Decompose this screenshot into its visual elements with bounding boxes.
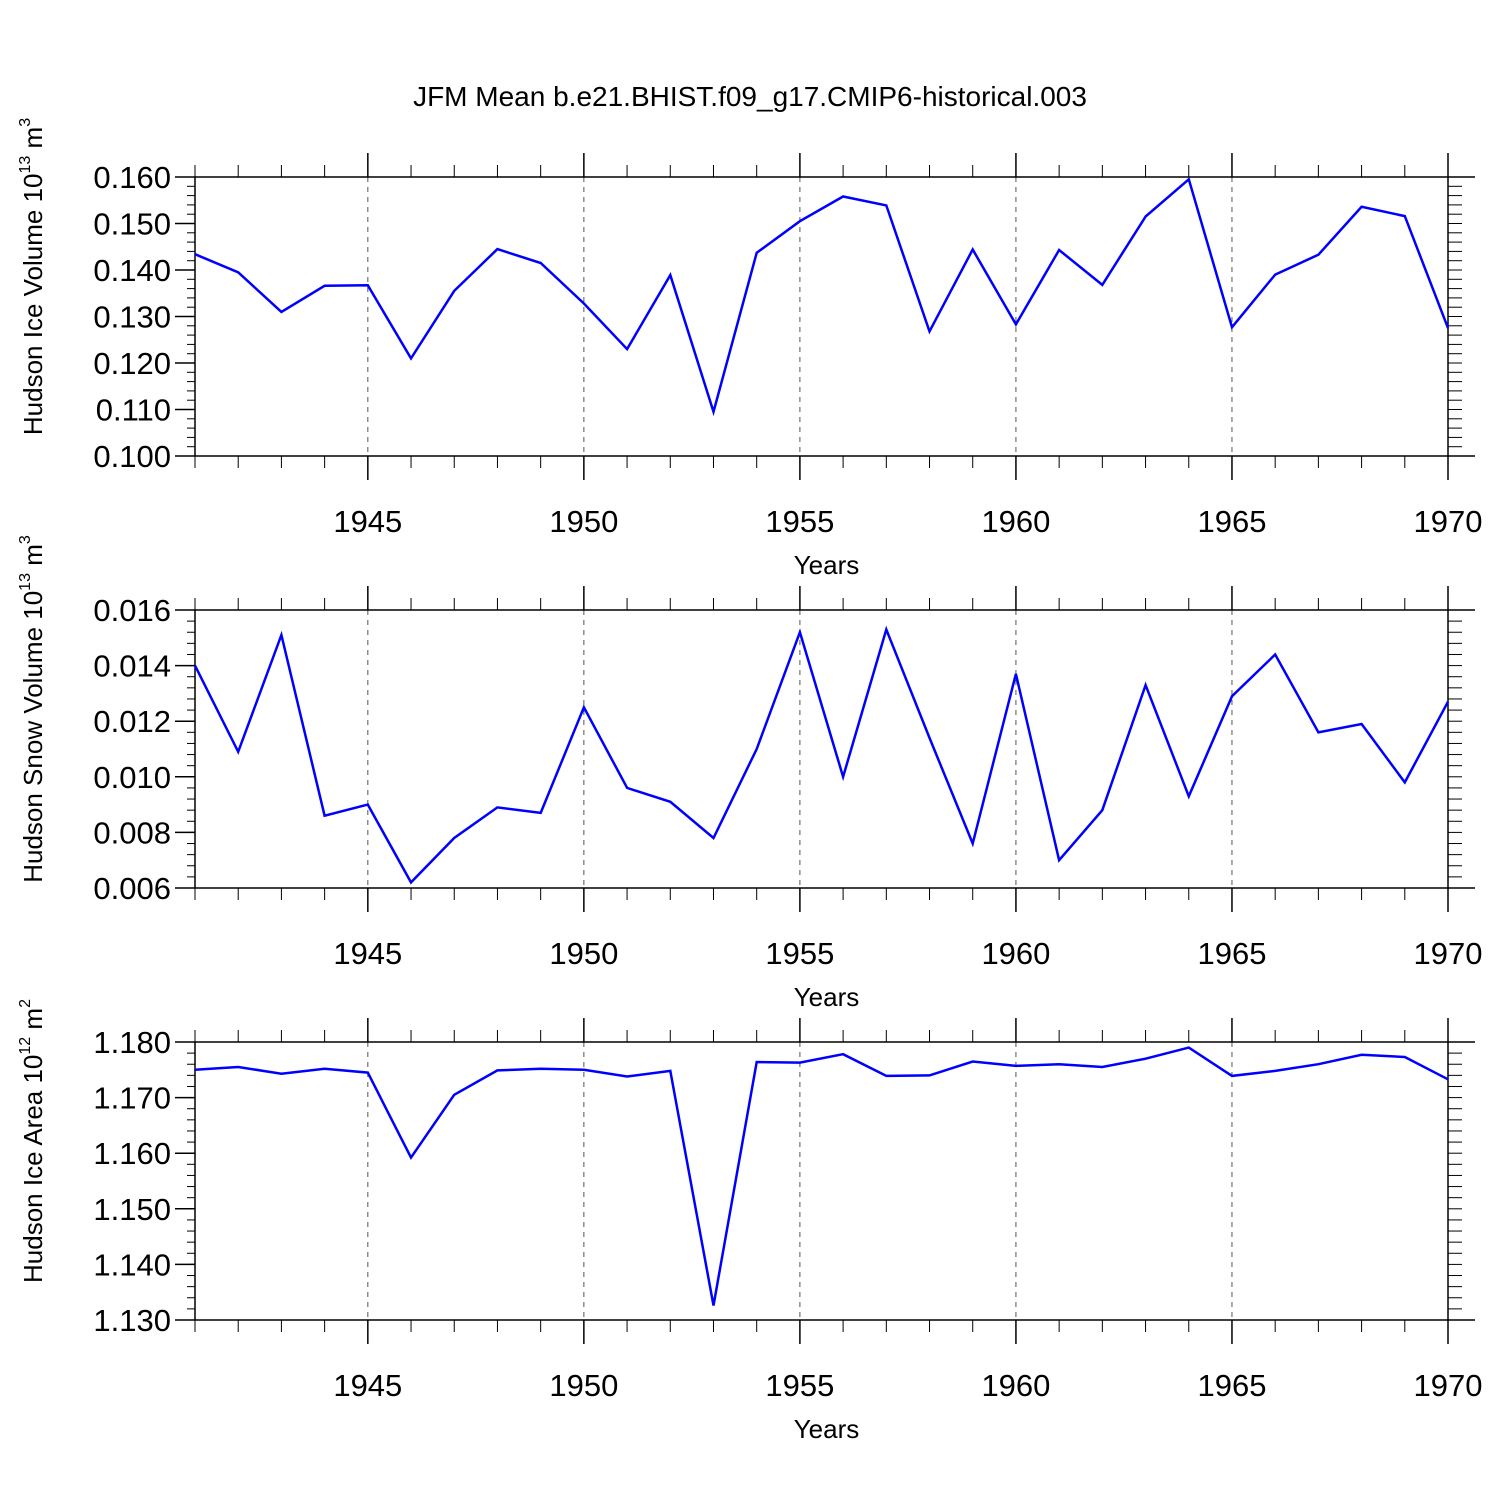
x-axis-label: Years — [794, 550, 860, 580]
y-tick-label: 1.150 — [93, 1192, 171, 1227]
y-tick-label: 0.014 — [93, 649, 171, 684]
panel-ice-volume: 0.100 0.110 0.120 0.130 0.140 0.150 0.160 1945 1… — [17, 118, 1482, 580]
panel-ice-area: 1.130 1.140 1.150 1.160 1.170 1.180 1945 1950 19… — [17, 999, 1482, 1444]
y-tick-label: 0.150 — [93, 207, 171, 242]
y-axis-label: Hudson Ice Area 1012 m2 — [17, 999, 48, 1283]
x-tick-label: 1950 — [549, 1368, 618, 1403]
y-tick-label: 0.012 — [93, 704, 171, 739]
y-tick-label: 0.016 — [93, 593, 171, 628]
x-tick-label: 1965 — [1197, 936, 1266, 971]
y-tick-label: 0.006 — [93, 871, 171, 906]
x-tick-label: 1970 — [1414, 1368, 1483, 1403]
y-tick-label: 1.180 — [93, 1025, 171, 1060]
y-tick-label: 1.160 — [93, 1136, 171, 1171]
x-tick-label: 1950 — [549, 504, 618, 539]
y-tick-label: 0.008 — [93, 815, 171, 850]
series-line-snow-volume — [193, 625, 1450, 885]
x-tick-label: 1945 — [333, 504, 402, 539]
x-tick-label: 1960 — [981, 936, 1050, 971]
panel-snow-volume: 0.006 0.008 0.010 0.012 0.014 0.016 1945 1950 19… — [17, 535, 1482, 1012]
y-axis-label: Hudson Snow Volume 1013 m3 — [17, 535, 48, 883]
x-tick-label: 1955 — [765, 936, 834, 971]
y-tick-label: 1.170 — [93, 1081, 171, 1116]
x-tick-label: 1960 — [981, 1368, 1050, 1403]
x-axis-label: Years — [794, 1414, 860, 1444]
y-tick-label: 0.160 — [93, 160, 171, 195]
x-tick-label: 1955 — [765, 1368, 834, 1403]
x-tick-label: 1965 — [1197, 504, 1266, 539]
y-tick-label: 0.100 — [93, 439, 171, 474]
y-tick-label: 0.140 — [93, 253, 171, 288]
x-tick-label: 1960 — [981, 504, 1050, 539]
figure-title: JFM Mean b.e21.BHIST.f09_g17.CMIP6-histo… — [413, 81, 1087, 112]
x-tick-label: 1955 — [765, 504, 834, 539]
x-tick-label: 1965 — [1197, 1368, 1266, 1403]
x-axis-label: Years — [794, 982, 860, 1012]
y-tick-label: 0.130 — [93, 300, 171, 335]
y-tick-label: 0.110 — [96, 393, 171, 428]
y-tick-label: 0.010 — [93, 760, 171, 795]
y-tick-label: 0.120 — [93, 346, 171, 381]
y-tick-label: 1.140 — [93, 1247, 171, 1282]
x-tick-label: 1950 — [549, 936, 618, 971]
x-tick-label: 1945 — [333, 1368, 402, 1403]
y-tick-label: 1.130 — [93, 1303, 171, 1338]
series-line-ice-volume — [194, 177, 1450, 417]
x-tick-label: 1945 — [333, 936, 402, 971]
x-tick-label: 1970 — [1414, 936, 1483, 971]
series-line-ice-area — [194, 1046, 1449, 1306]
y-axis-label: Hudson Ice Volume 1013 m3 — [17, 118, 48, 435]
x-tick-label: 1970 — [1414, 504, 1483, 539]
